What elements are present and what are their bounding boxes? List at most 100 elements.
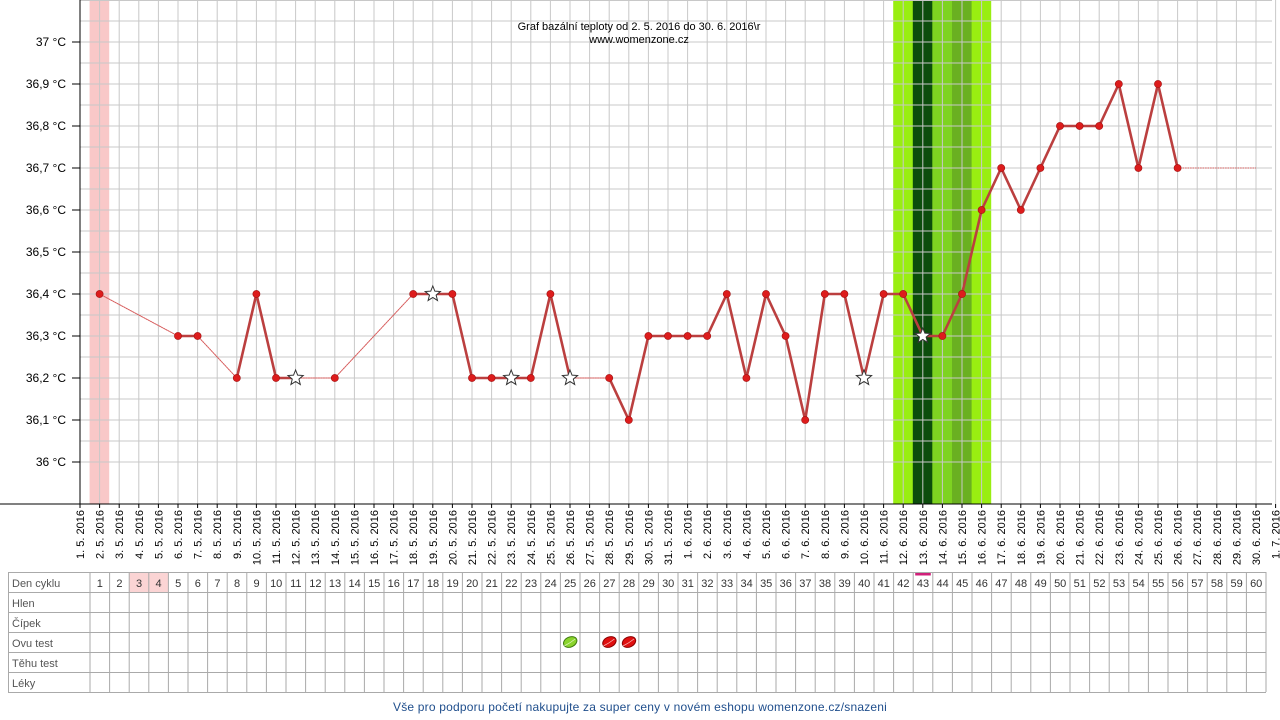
x-tick-label: 12. 6. 2016 <box>898 510 910 565</box>
eshop-link[interactable]: Vše pro podporu početí nakupujte za supe… <box>392 700 888 714</box>
data-point <box>722 290 731 298</box>
highlight-cell <box>148 572 169 592</box>
cycle-day-number: 28 <box>623 578 635 590</box>
series-segment <box>1019 166 1042 212</box>
x-tick-labels: 1. 5. 2016 2. 5. 2016 3. 5. 2016 4. 5. 2016… <box>75 510 1280 565</box>
x-tick-label: 23. 6. 2016 <box>1114 510 1126 565</box>
cycle-day-number: 35 <box>760 578 772 590</box>
series-segment <box>803 292 827 422</box>
x-tick-label: 21. 5. 2016 <box>467 510 479 565</box>
axes <box>0 0 1277 508</box>
x-tick-label: 11. 5. 2016 <box>271 510 283 564</box>
x-tick-label: 1. 6. 2016 <box>683 510 695 559</box>
x-tick-label: 28. 5. 2016 <box>604 510 616 565</box>
x-tick-label: 8. 6. 2016 <box>820 510 832 559</box>
data-point <box>193 332 202 340</box>
data-point <box>272 374 280 382</box>
y-tick-label: 36,2 °C <box>26 371 66 385</box>
cycle-day-number: 6 <box>195 578 201 590</box>
series-segment <box>980 166 1003 212</box>
cycle-day-number: 18 <box>427 578 439 590</box>
star-point <box>502 368 521 386</box>
cycle-day-number: 2 <box>116 578 122 590</box>
data-point <box>232 374 241 382</box>
cycle-day-number: 54 <box>1132 578 1144 590</box>
y-tick-labels: 36 °C 36,1 °C 36,2 °C 36,3 °C 36,4 °C 36,5 °C… <box>26 35 80 469</box>
x-tick-label: 14. 6. 2016 <box>937 510 949 565</box>
data-point <box>546 290 555 298</box>
chart-title: Graf bazální teploty od 2. 5. 2016 do 30… <box>518 21 761 33</box>
series-segment <box>1039 124 1062 170</box>
cycle-day-number: 44 <box>936 578 948 590</box>
x-tick-label: 20. 5. 2016 <box>447 510 459 565</box>
x-tick-label: 7. 6. 2016 <box>800 510 812 559</box>
data-point <box>252 290 261 298</box>
series-segment <box>862 292 885 380</box>
leaf-vein <box>564 638 576 647</box>
x-tick-label: 16. 5. 2016 <box>369 510 381 565</box>
series-segment <box>334 293 414 379</box>
cycle-day-number: 17 <box>407 578 419 590</box>
star-point <box>913 326 932 344</box>
series-segment <box>627 334 650 422</box>
x-tick-label: 20. 6. 2016 <box>1055 510 1067 565</box>
x-tick-label: 12. 5. 2016 <box>291 510 303 565</box>
x-tick-label: 3. 6. 2016 <box>722 510 734 559</box>
x-tick-label: 24. 5. 2016 <box>526 510 538 565</box>
data-point <box>977 206 986 214</box>
series-segment <box>941 292 964 338</box>
cycle-day-number: 39 <box>838 578 850 590</box>
y-tick-label: 36,8 °C <box>26 119 66 133</box>
x-tick-label: 21. 6. 2016 <box>1075 510 1087 565</box>
x-tick-label: 25. 6. 2016 <box>1153 510 1165 565</box>
data-point <box>526 374 535 382</box>
data-point <box>174 332 182 340</box>
x-tick-label: 1. 5. 2016 <box>75 510 87 559</box>
cycle-day-number: 51 <box>1074 578 1086 590</box>
x-tick-label: 10. 6. 2016 <box>859 510 871 565</box>
x-tick-label: 18. 6. 2016 <box>1016 510 1028 565</box>
cycle-day-number: 21 <box>486 578 498 590</box>
cycle-day-number: 46 <box>976 578 988 590</box>
cycle-day-number: 48 <box>1015 578 1027 590</box>
series-segment <box>725 292 748 380</box>
series-segment <box>745 292 768 380</box>
data-point <box>997 164 1006 172</box>
data-point <box>448 290 457 298</box>
today-marker <box>915 573 931 576</box>
data-point <box>95 290 104 298</box>
cycle-day-number: 4 <box>156 578 162 590</box>
x-tick-label: 15. 5. 2016 <box>349 510 361 565</box>
cycle-day-number: 36 <box>780 578 792 590</box>
cycle-day-number: 30 <box>662 578 674 590</box>
series-segment <box>999 166 1023 212</box>
cycle-day-number: 40 <box>858 578 870 590</box>
cycle-day-number: 23 <box>525 578 537 590</box>
cycle-day-number: 3 <box>136 578 142 590</box>
cycle-day-number: 19 <box>446 578 458 590</box>
x-tick-label: 6. 5. 2016 <box>173 510 185 559</box>
cycle-day-number: 60 <box>1250 578 1262 590</box>
series-segment <box>901 292 925 338</box>
data-point <box>879 290 888 298</box>
series-segment <box>607 376 631 422</box>
basal-temperature-chart: 36 °C 36,1 °C 36,2 °C 36,3 °C 36,4 °C 36,5 °C… <box>0 0 1280 565</box>
y-tick-label: 37 °C <box>36 35 66 49</box>
series-segment <box>705 292 729 338</box>
cycle-day-number: 8 <box>234 578 240 590</box>
series-segment <box>784 334 807 422</box>
cycle-day-number: 32 <box>701 578 713 590</box>
data-point <box>409 290 418 298</box>
x-tick-label: 3. 5. 2016 <box>114 510 126 559</box>
series-segment <box>1117 82 1140 170</box>
x-tick-label: 22. 6. 2016 <box>1094 510 1106 565</box>
data-point <box>1154 80 1162 88</box>
cycle-day-number: 9 <box>254 578 260 590</box>
cycle-day-number: 41 <box>878 578 890 590</box>
series-segment <box>1156 82 1179 170</box>
cycle-day-number: 13 <box>329 578 341 590</box>
series-segment <box>197 335 238 379</box>
highlight-cell <box>129 572 149 592</box>
x-tick-label: 13. 5. 2016 <box>310 510 322 565</box>
